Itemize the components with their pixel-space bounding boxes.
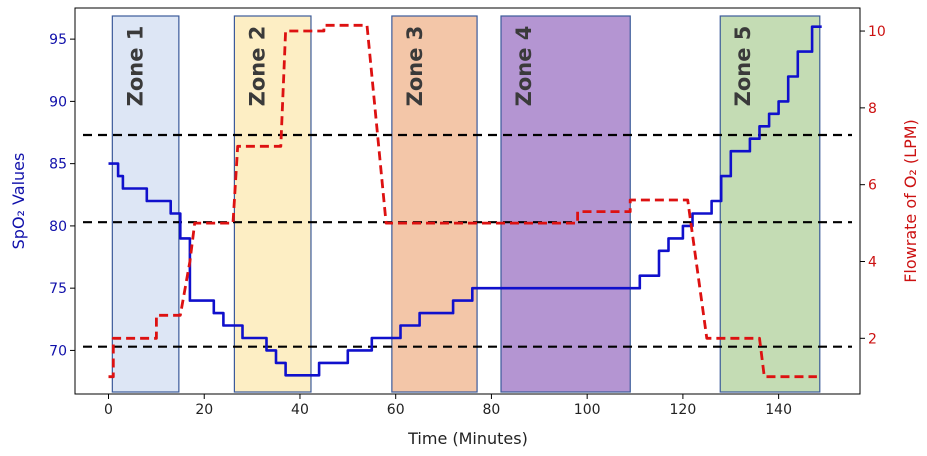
y-left-tick-label: 75: [49, 281, 67, 297]
y-right-tick-label: 10: [868, 24, 886, 40]
y-left-tick-label: 95: [49, 32, 67, 48]
zone-5-label: Zone 5: [731, 26, 755, 107]
plot-frame: [74, 7, 861, 395]
y-axis-right-title: Flowrate of O₂ (LPM): [901, 119, 920, 283]
zones-layer: Zone 1 Zone 2 Zone 3 Zone 4 Zone 5: [111, 15, 821, 393]
x-tick-label: 100: [574, 402, 601, 418]
x-axis: 0 20 40 60 80 100 120 140: [104, 394, 792, 418]
y-right-tick-label: 8: [868, 101, 877, 117]
y-left-tick-label: 85: [49, 157, 67, 173]
y-right-tick-label: 2: [868, 331, 877, 347]
y-right-tick-label: 4: [868, 254, 877, 270]
zone-3-label: Zone 3: [403, 26, 427, 107]
y-left-tick-label: 80: [49, 219, 67, 235]
x-axis-title: Time (Minutes): [407, 429, 528, 448]
x-tick-label: 140: [765, 402, 792, 418]
x-tick-label: 60: [387, 402, 405, 418]
y-axis-left: 70 75 80 85 90 95: [49, 32, 75, 359]
y-left-tick-label: 90: [49, 94, 67, 110]
zone-4-band: [500, 15, 631, 393]
y-left-tick-label: 70: [49, 343, 67, 359]
x-tick-label: 0: [104, 402, 113, 418]
zone-5-band: [719, 15, 821, 393]
series-layer: [108, 23, 822, 379]
y-axis-left-title: SpO₂ Values: [9, 153, 28, 250]
y-right-tick-label: 6: [868, 178, 877, 194]
flowrate-series-line: [108, 23, 817, 379]
spo2-series-line: [108, 25, 822, 377]
x-tick-label: 120: [670, 402, 697, 418]
zone-2-band: [233, 15, 312, 393]
zone-1-label: Zone 1: [123, 26, 147, 107]
zone-4-label: Zone 4: [512, 26, 536, 107]
x-tick-label: 40: [291, 402, 309, 418]
zone-3-band: [391, 15, 478, 393]
x-tick-label: 80: [483, 402, 501, 418]
zone-1-band: [111, 15, 180, 393]
zone-2-label: Zone 2: [245, 26, 269, 107]
x-tick-label: 20: [195, 402, 213, 418]
y-axis-right: 2 4 6 8 10: [860, 24, 886, 347]
